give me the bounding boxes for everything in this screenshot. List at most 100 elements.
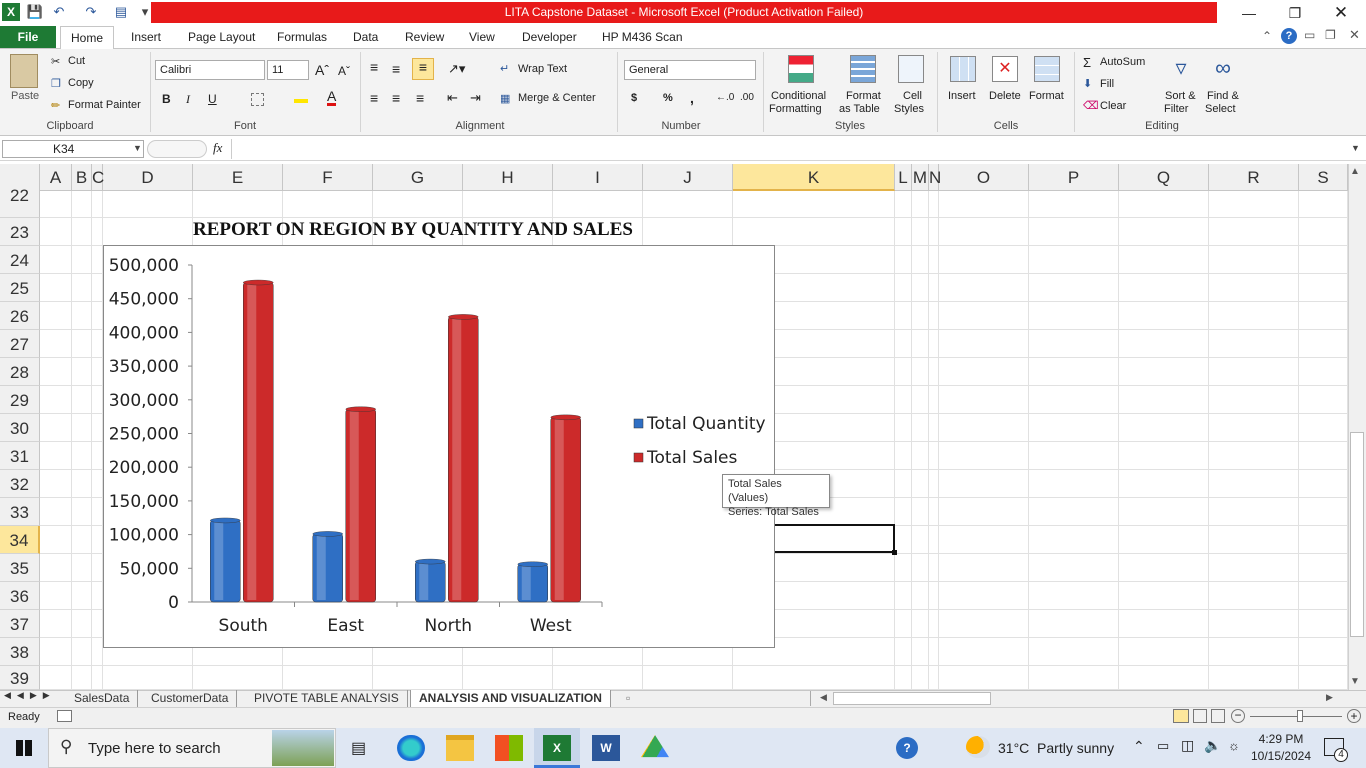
row-header-37[interactable]: 37 xyxy=(0,610,40,638)
decrease-decimal-icon[interactable]: .00 xyxy=(740,92,754,103)
italic-button[interactable]: I xyxy=(186,92,190,106)
align-middle-icon[interactable]: ≡ xyxy=(392,61,401,77)
row-header-25[interactable]: 25 xyxy=(0,274,40,302)
restore-workbook-icon[interactable]: ❐ xyxy=(1325,28,1336,42)
row-header-24[interactable]: 24 xyxy=(0,246,40,274)
network-icon[interactable]: ▭ xyxy=(1157,738,1170,753)
file-explorer-icon[interactable] xyxy=(446,735,474,761)
scroll-up-icon[interactable]: ▲ xyxy=(1350,166,1360,177)
name-box[interactable]: K34 xyxy=(2,140,144,158)
cell-styles-label-2[interactable]: Styles xyxy=(894,103,924,115)
conditional-formatting-label-1[interactable]: Conditional xyxy=(771,90,827,102)
column-header-j[interactable]: J xyxy=(643,164,733,191)
shrink-font-icon[interactable]: Aˇ xyxy=(338,64,350,78)
column-header-h[interactable]: H xyxy=(463,164,553,191)
column-header-b[interactable]: B xyxy=(72,164,92,191)
page-break-view-icon[interactable] xyxy=(1211,709,1225,723)
tab-hp-scan[interactable]: HP M436 Scan xyxy=(602,30,683,44)
sort-filter-label-2[interactable]: Filter xyxy=(1164,103,1189,115)
column-header-r[interactable]: R xyxy=(1209,164,1299,191)
borders-icon[interactable] xyxy=(251,93,264,106)
column-header-c[interactable]: C xyxy=(92,164,104,191)
volume-icon[interactable]: 🔈 xyxy=(1204,737,1222,753)
tab-developer[interactable]: Developer xyxy=(522,30,577,44)
percent-button[interactable]: % xyxy=(663,92,673,104)
row-header-34[interactable]: 34 xyxy=(0,526,40,554)
expand-formula-icon[interactable]: ▼ xyxy=(1351,143,1360,153)
column-header-i[interactable]: I xyxy=(553,164,643,191)
column-header-n[interactable]: N xyxy=(929,164,941,191)
font-name-combo[interactable]: Calibri xyxy=(155,60,265,80)
format-painter-button[interactable]: Format Painter xyxy=(68,99,141,111)
collapse-ribbon-icon[interactable]: ⌃ xyxy=(1262,29,1273,43)
sort-filter-label-1[interactable]: Sort & xyxy=(1165,90,1196,102)
tab-page-layout[interactable]: Page Layout xyxy=(188,30,256,44)
sheet-nav-icons[interactable]: ◀◀▶▶ xyxy=(4,690,56,700)
save-icon[interactable]: 💾 xyxy=(26,4,44,19)
row-header-32[interactable]: 32 xyxy=(0,470,40,498)
insert-cells-button[interactable]: Insert xyxy=(948,90,976,102)
scroll-left-icon[interactable]: ◀ xyxy=(820,692,827,702)
tab-home[interactable]: Home xyxy=(60,26,114,49)
store-icon[interactable] xyxy=(495,735,523,761)
zoom-slider-thumb[interactable] xyxy=(1297,710,1303,722)
copy-button[interactable]: Copy xyxy=(68,77,94,89)
language-icon[interactable]: ☼ xyxy=(1228,738,1240,753)
tray-chevron-icon[interactable]: ⌃ xyxy=(1133,738,1145,754)
minimize-button[interactable]: — xyxy=(1242,5,1256,21)
bar-chart[interactable]: 0 50,000 100,000 150,000 200,000 250,000 300,0… xyxy=(104,246,776,649)
format-as-table-label-2[interactable]: as Table xyxy=(839,103,880,115)
column-header-p[interactable]: P xyxy=(1029,164,1119,191)
format-as-table-label-1[interactable]: Format xyxy=(846,90,881,102)
chart-area[interactable]: 0 50,000 100,000 150,000 200,000 250,000 300,0… xyxy=(103,245,775,648)
clock-date[interactable]: 10/15/2024 xyxy=(1250,749,1312,763)
underline-button[interactable]: U xyxy=(208,92,217,106)
font-size-combo[interactable]: 11 xyxy=(267,60,309,80)
delete-cells-button[interactable]: Delete xyxy=(989,90,1021,102)
normal-view-icon[interactable] xyxy=(1173,709,1189,723)
row-header-26[interactable]: 26 xyxy=(0,302,40,330)
customize-qat-icon[interactable]: ▾ xyxy=(141,4,149,19)
help-icon[interactable]: ? xyxy=(1281,28,1297,44)
scroll-right-icon[interactable]: ▶ xyxy=(1326,692,1333,702)
orientation-icon[interactable]: ↗▾ xyxy=(448,61,466,76)
number-format-combo[interactable]: General xyxy=(624,60,756,80)
fill-handle[interactable] xyxy=(892,550,897,555)
format-cells-button[interactable]: Format xyxy=(1029,90,1064,102)
row-header-27[interactable]: 27 xyxy=(0,330,40,358)
currency-button[interactable]: $ xyxy=(631,92,638,104)
redo-icon[interactable]: ↷ xyxy=(85,4,97,19)
zoom-out-icon[interactable]: − xyxy=(1231,709,1245,723)
column-header-f[interactable]: F xyxy=(283,164,373,191)
task-view-icon[interactable]: ▤ xyxy=(351,740,367,757)
increase-decimal-icon[interactable]: ←.0 xyxy=(716,92,735,103)
form-icon[interactable]: ▤ xyxy=(114,4,128,19)
merge-center-button[interactable]: Merge & Center xyxy=(518,92,596,104)
row-header-36[interactable]: 36 xyxy=(0,582,40,610)
formula-input[interactable] xyxy=(231,139,1348,159)
sheet-tab-pivot[interactable]: PIVOTE TABLE ANALYSIS xyxy=(246,690,408,707)
zoom-in-icon[interactable]: + xyxy=(1347,709,1361,723)
tab-review[interactable]: Review xyxy=(405,30,445,44)
insert-function-button[interactable]: fx xyxy=(213,140,223,155)
find-select-label-1[interactable]: Find & xyxy=(1207,90,1239,102)
clear-button[interactable]: Clear xyxy=(1100,100,1127,112)
tab-formulas[interactable]: Formulas xyxy=(277,30,328,44)
align-right-icon[interactable]: ≡ xyxy=(416,90,425,106)
column-header-q[interactable]: Q xyxy=(1119,164,1209,191)
row-header-31[interactable]: 31 xyxy=(0,442,40,470)
column-header-s[interactable]: S xyxy=(1299,164,1348,191)
min-workbook-icon[interactable]: ▭ xyxy=(1304,28,1316,42)
tab-view[interactable]: View xyxy=(469,30,495,44)
column-header-d[interactable]: D xyxy=(103,164,193,191)
paste-icon[interactable] xyxy=(10,54,38,88)
row-header-22[interactable]: 22 xyxy=(0,187,40,218)
align-bottom-icon[interactable]: ≡ xyxy=(412,58,434,80)
bold-button[interactable]: B xyxy=(162,92,171,106)
align-left-icon[interactable]: ≡ xyxy=(370,90,379,106)
column-header-e[interactable]: E xyxy=(193,164,283,191)
chevron-down-icon[interactable]: ▼ xyxy=(133,143,142,153)
wrap-text-button[interactable]: Wrap Text xyxy=(518,63,568,75)
paste-button[interactable]: Paste xyxy=(11,90,40,102)
sheet-tab-analysis[interactable]: ANALYSIS AND VISUALIZATION xyxy=(410,690,611,707)
